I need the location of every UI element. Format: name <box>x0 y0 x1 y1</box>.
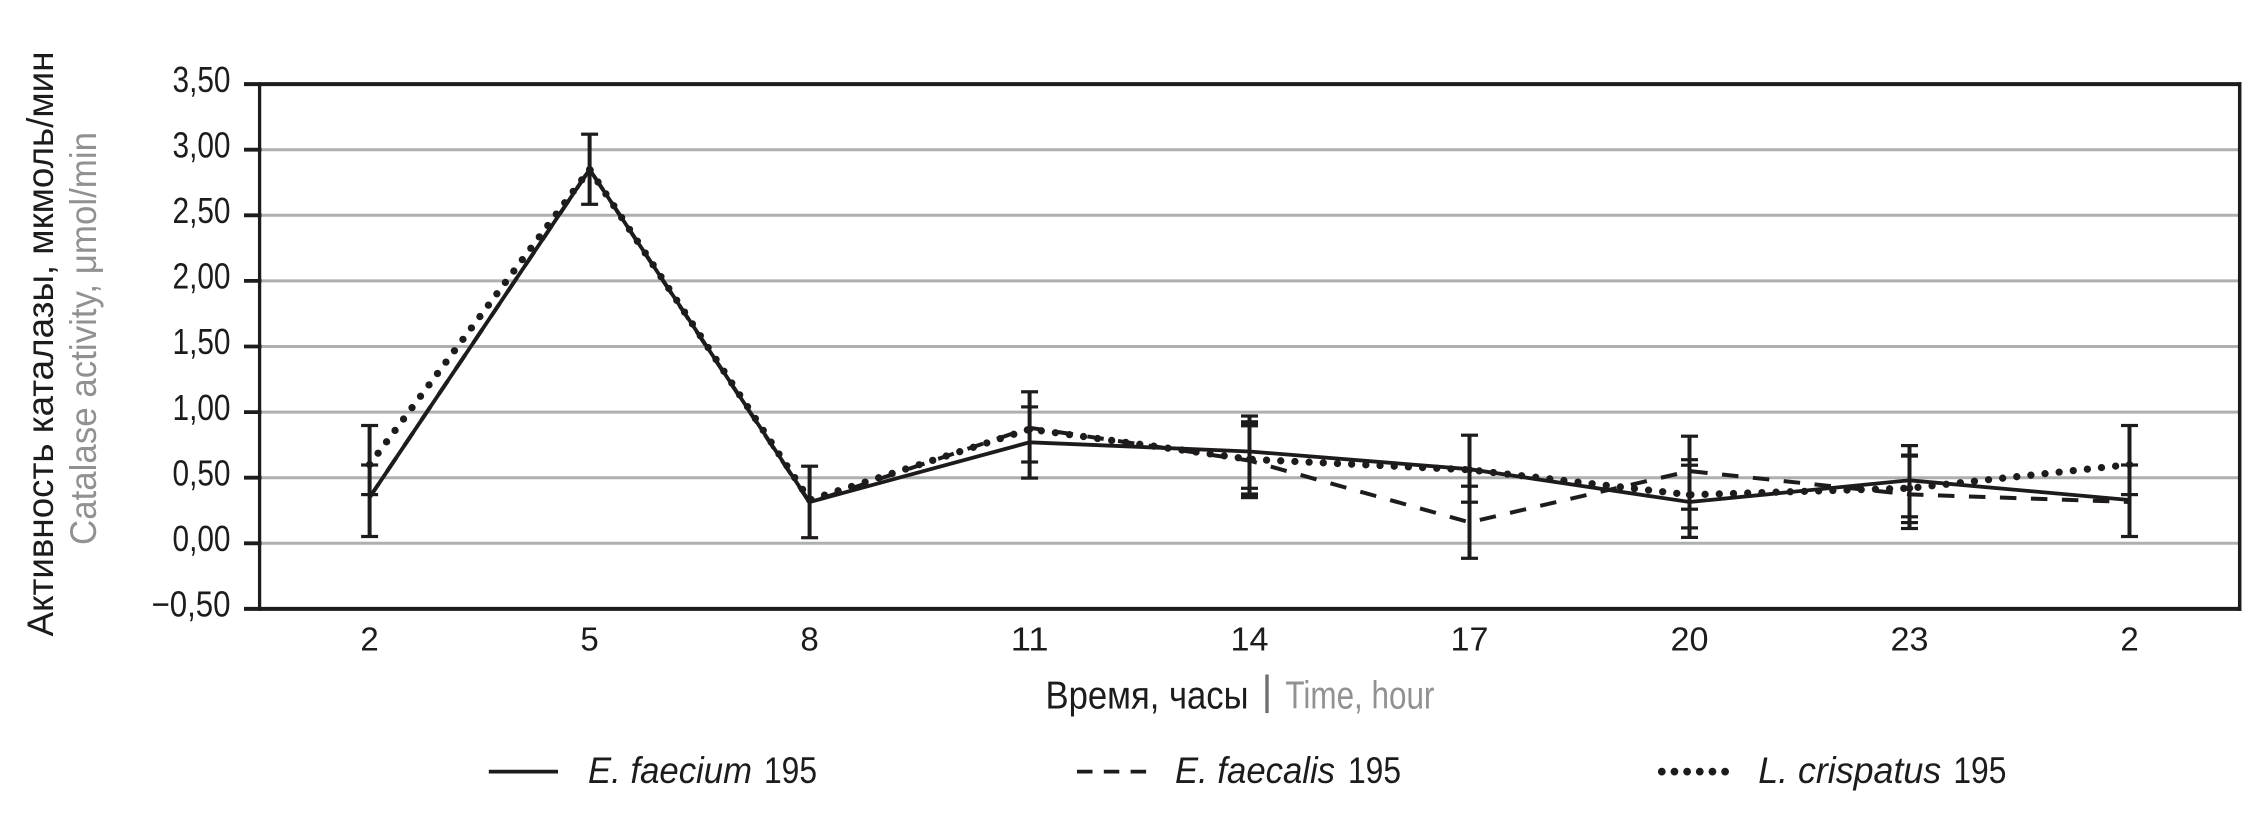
svg-text:8: 8 <box>800 621 818 658</box>
svg-text:0,50: 0,50 <box>173 452 231 493</box>
svg-text:L. crispatus: L. crispatus <box>1758 749 1941 791</box>
svg-text:0,00: 0,00 <box>173 518 231 559</box>
svg-text:11: 11 <box>1011 621 1049 658</box>
svg-text:2: 2 <box>2120 621 2138 658</box>
svg-text:−0,50: −0,50 <box>152 584 231 625</box>
svg-text:23: 23 <box>1891 621 1929 658</box>
svg-text:20: 20 <box>1671 621 1709 658</box>
svg-text:2,50: 2,50 <box>173 190 231 231</box>
svg-text:3,00: 3,00 <box>173 124 231 165</box>
svg-text:195: 195 <box>1953 749 2006 791</box>
svg-text:2: 2 <box>360 621 378 658</box>
svg-text:Time, hour: Time, hour <box>1285 674 1434 717</box>
svg-text:Время, часы: Время, часы <box>1046 674 1249 717</box>
svg-text:3,50: 3,50 <box>173 59 231 100</box>
svg-text:Catalase activity, μmol/min: Catalase activity, μmol/min <box>63 132 104 545</box>
svg-text:1,00: 1,00 <box>173 387 231 428</box>
svg-text:E. faecium: E. faecium <box>588 749 752 791</box>
svg-text:17: 17 <box>1451 621 1489 658</box>
svg-text:E. faecalis: E. faecalis <box>1175 749 1335 791</box>
svg-text:195: 195 <box>1348 749 1401 791</box>
svg-text:195: 195 <box>764 749 817 791</box>
svg-text:2,00: 2,00 <box>173 256 231 297</box>
svg-text:14: 14 <box>1231 621 1269 658</box>
svg-text:1,50: 1,50 <box>173 321 231 362</box>
svg-text:5: 5 <box>580 621 598 658</box>
svg-text:Активность каталазы, мкмоль/ми: Активность каталазы, мкмоль/мин <box>20 52 61 637</box>
